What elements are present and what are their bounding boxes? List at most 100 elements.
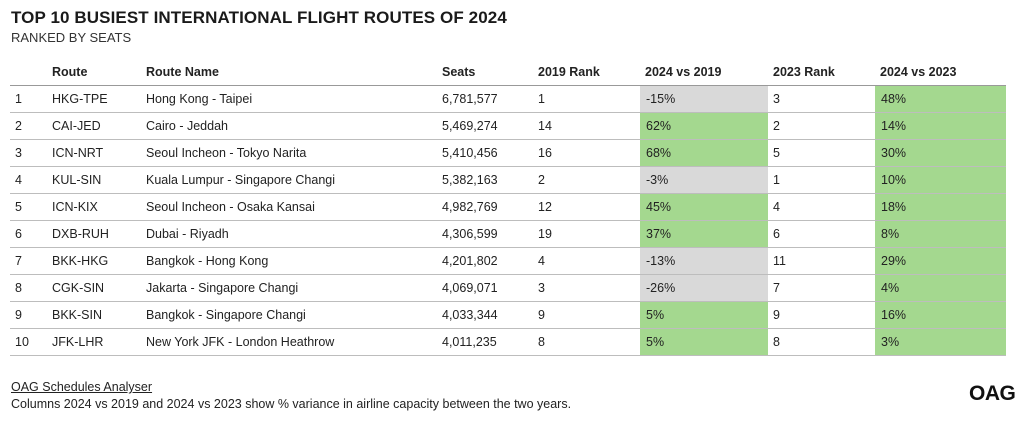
seats-cell: 4,033,344 — [437, 301, 533, 329]
variance-2023-cell: 16% — [875, 301, 1006, 329]
route-name-cell: Bangkok - Hong Kong — [141, 247, 437, 275]
variance-2019-cell: 62% — [640, 112, 768, 140]
rank-cell: 5 — [10, 193, 47, 221]
route-name-cell: Jakarta - Singapore Changi — [141, 274, 437, 302]
rank-2019-cell: 12 — [533, 193, 640, 221]
rank-2023-cell: 4 — [768, 193, 875, 221]
variance-2023-cell: 3% — [875, 328, 1006, 356]
table-row: 5 ICN-KIX Seoul Incheon - Osaka Kansai 4,98… — [10, 193, 1006, 221]
route-name-cell: Cairo - Jeddah — [141, 112, 437, 140]
rank-2023-cell: 9 — [768, 301, 875, 329]
route-code-cell: BKK-SIN — [47, 301, 141, 329]
col-header-route-name: Route Name — [141, 58, 437, 86]
rank-cell: 9 — [10, 301, 47, 329]
rank-2023-cell: 8 — [768, 328, 875, 356]
rank-2019-cell: 8 — [533, 328, 640, 356]
rank-2023-cell: 11 — [768, 247, 875, 275]
rank-cell: 3 — [10, 139, 47, 167]
variance-2019-cell: 5% — [640, 301, 768, 329]
variance-2023-cell: 48% — [875, 85, 1006, 113]
table-row: 2 CAI-JED Cairo - Jeddah 5,469,274 14 62% 2 14% — [10, 112, 1006, 140]
rank-2019-cell: 19 — [533, 220, 640, 248]
variance-2023-cell: 30% — [875, 139, 1006, 167]
variance-2023-cell: 8% — [875, 220, 1006, 248]
rank-2019-cell: 16 — [533, 139, 640, 167]
route-name-cell: Bangkok - Singapore Changi — [141, 301, 437, 329]
table-row: 4 KUL-SIN Kuala Lumpur - Singapore Changi 5… — [10, 166, 1006, 194]
col-header-seats: Seats — [437, 58, 533, 86]
table-row: 9 BKK-SIN Bangkok - Singapore Changi 4,033,… — [10, 301, 1006, 329]
seats-cell: 5,382,163 — [437, 166, 533, 194]
rank-cell: 8 — [10, 274, 47, 302]
seats-cell: 4,982,769 — [437, 193, 533, 221]
seats-cell: 4,069,071 — [437, 274, 533, 302]
chart-title: TOP 10 BUSIEST INTERNATIONAL FLIGHT ROUT… — [11, 8, 507, 27]
rank-2019-cell: 4 — [533, 247, 640, 275]
seats-cell: 5,469,274 — [437, 112, 533, 140]
variance-2023-cell: 4% — [875, 274, 1006, 302]
rank-cell: 7 — [10, 247, 47, 275]
variance-2023-cell: 10% — [875, 166, 1006, 194]
table-row: 6 DXB-RUH Dubai - Riyadh 4,306,599 19 37% 6 8% — [10, 220, 1006, 248]
col-header-route: Route — [47, 58, 141, 86]
route-name-cell: Seoul Incheon - Tokyo Narita — [141, 139, 437, 167]
route-code-cell: CGK-SIN — [47, 274, 141, 302]
rank-cell: 2 — [10, 112, 47, 140]
col-header-2024-vs-2019: 2024 vs 2019 — [640, 58, 768, 86]
rank-2019-cell: 2 — [533, 166, 640, 194]
variance-2019-cell: 37% — [640, 220, 768, 248]
seats-cell: 6,781,577 — [437, 85, 533, 113]
source-link[interactable]: OAG Schedules Analyser — [11, 380, 153, 394]
rank-2023-cell: 6 — [768, 220, 875, 248]
seats-cell: 4,011,235 — [437, 328, 533, 356]
seats-cell: 5,410,456 — [437, 139, 533, 167]
col-header-2019-rank: 2019 Rank — [533, 58, 640, 86]
variance-2023-cell: 18% — [875, 193, 1006, 221]
variance-2023-cell: 14% — [875, 112, 1006, 140]
col-header-2023-rank: 2023 Rank — [768, 58, 875, 86]
rank-2023-cell: 2 — [768, 112, 875, 140]
routes-table: Route Route Name Seats 2019 Rank 2024 vs… — [10, 58, 1006, 356]
route-name-cell: Seoul Incheon - Osaka Kansai — [141, 193, 437, 221]
variance-2019-cell: -15% — [640, 85, 768, 113]
route-code-cell: JFK-LHR — [47, 328, 141, 356]
seats-cell: 4,201,802 — [437, 247, 533, 275]
table-row: 1 HKG-TPE Hong Kong - Taipei 6,781,577 1 -15%… — [10, 85, 1006, 113]
route-name-cell: Dubai - Riyadh — [141, 220, 437, 248]
table-row: 3 ICN-NRT Seoul Incheon - Tokyo Narita 5,41… — [10, 139, 1006, 167]
table-row: 10 JFK-LHR New York JFK - London Heathrow 4… — [10, 328, 1006, 356]
route-name-cell: Hong Kong - Taipei — [141, 85, 437, 113]
route-code-cell: HKG-TPE — [47, 85, 141, 113]
rank-2023-cell: 1 — [768, 166, 875, 194]
variance-2019-cell: -26% — [640, 274, 768, 302]
rank-cell: 10 — [10, 328, 47, 356]
variance-2019-cell: -3% — [640, 166, 768, 194]
route-code-cell: ICN-KIX — [47, 193, 141, 221]
rank-cell: 6 — [10, 220, 47, 248]
route-code-cell: ICN-NRT — [47, 139, 141, 167]
variance-2023-cell: 29% — [875, 247, 1006, 275]
table-body: 1 HKG-TPE Hong Kong - Taipei 6,781,577 1 -15%… — [10, 85, 1006, 356]
table-row: 7 BKK-HKG Bangkok - Hong Kong 4,201,802 4 -13… — [10, 247, 1006, 275]
variance-2019-cell: 5% — [640, 328, 768, 356]
route-name-cell: New York JFK - London Heathrow — [141, 328, 437, 356]
route-code-cell: DXB-RUH — [47, 220, 141, 248]
rank-2019-cell: 1 — [533, 85, 640, 113]
seats-cell: 4,306,599 — [437, 220, 533, 248]
rank-2023-cell: 7 — [768, 274, 875, 302]
rank-2019-cell: 3 — [533, 274, 640, 302]
rank-cell: 4 — [10, 166, 47, 194]
variance-2019-cell: 45% — [640, 193, 768, 221]
variance-2019-cell: 68% — [640, 139, 768, 167]
table-header-row: Route Route Name Seats 2019 Rank 2024 vs… — [10, 58, 1006, 86]
route-name-cell: Kuala Lumpur - Singapore Changi — [141, 166, 437, 194]
footnote: Columns 2024 vs 2019 and 2024 vs 2023 sh… — [11, 397, 572, 411]
route-code-cell: KUL-SIN — [47, 166, 141, 194]
rank-2019-cell: 14 — [533, 112, 640, 140]
table-row: 8 CGK-SIN Jakarta - Singapore Changi 4,069,… — [10, 274, 1006, 302]
rank-cell: 1 — [10, 85, 47, 113]
rank-2019-cell: 9 — [533, 301, 640, 329]
chart-subtitle: RANKED BY SEATS — [11, 30, 132, 45]
rank-2023-cell: 3 — [768, 85, 875, 113]
route-code-cell: CAI-JED — [47, 112, 141, 140]
